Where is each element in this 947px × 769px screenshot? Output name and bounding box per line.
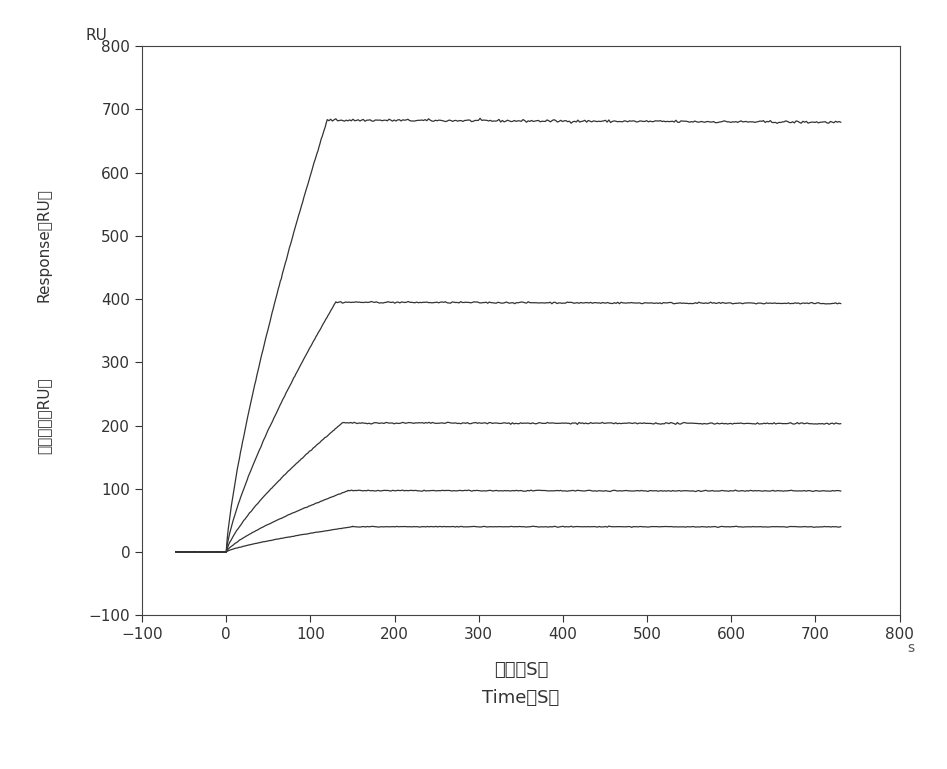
Text: RU: RU <box>85 28 107 43</box>
Text: Time（S）: Time（S） <box>482 689 560 707</box>
Text: 时间（S）: 时间（S） <box>493 661 548 679</box>
Text: s: s <box>907 641 915 655</box>
Text: Response（RU）: Response（RU） <box>36 188 51 302</box>
Text: 反应单位（RU）: 反应单位（RU） <box>36 378 51 454</box>
